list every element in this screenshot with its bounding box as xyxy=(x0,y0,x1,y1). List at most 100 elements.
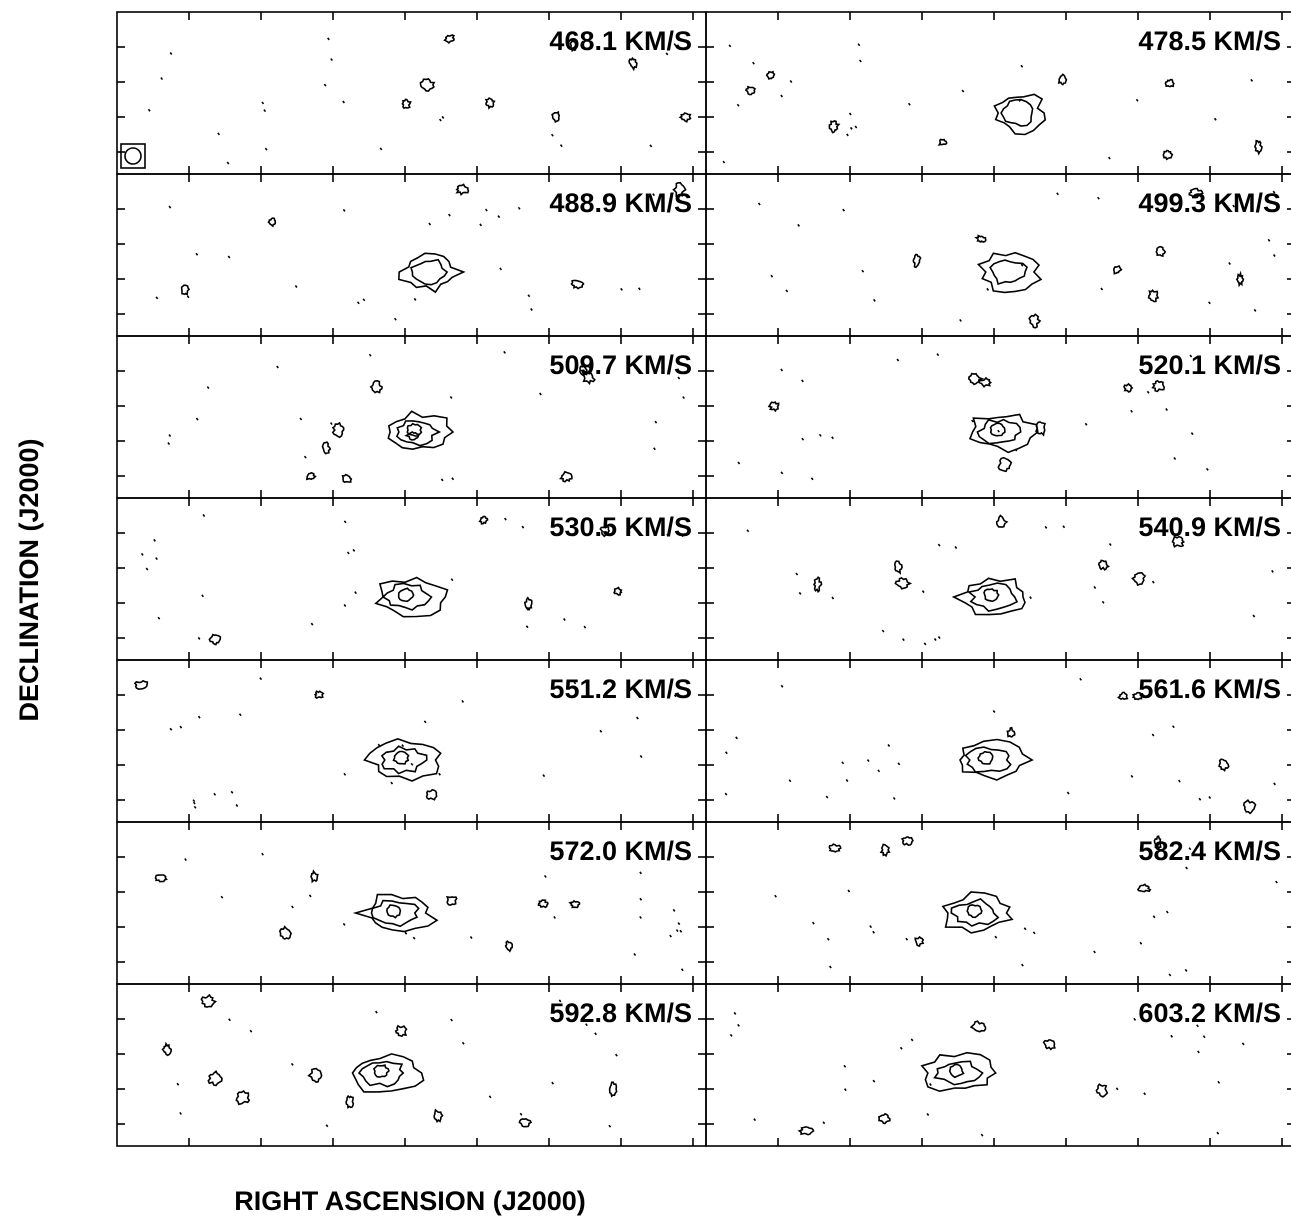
speck xyxy=(923,642,927,646)
speck xyxy=(550,133,554,137)
speck xyxy=(959,318,962,322)
speck xyxy=(169,52,173,56)
speck xyxy=(428,222,432,226)
speck xyxy=(519,1112,523,1116)
contour xyxy=(569,40,578,53)
speck xyxy=(1139,941,1143,945)
speck xyxy=(303,455,307,459)
speck xyxy=(1217,1080,1221,1084)
contour xyxy=(278,925,293,940)
speck xyxy=(1101,600,1105,604)
speck xyxy=(780,684,784,688)
speck xyxy=(329,422,333,426)
speck xyxy=(1189,354,1193,358)
contour xyxy=(1131,691,1143,701)
contour xyxy=(1097,559,1111,571)
speck xyxy=(195,252,199,256)
speck xyxy=(733,1011,737,1015)
speck xyxy=(907,102,911,106)
channel-label: 572.0 KM/S xyxy=(549,836,692,866)
speck xyxy=(729,1033,733,1037)
speck xyxy=(230,790,234,794)
speck xyxy=(503,350,506,354)
contour xyxy=(386,904,402,919)
contour xyxy=(966,904,983,919)
contour xyxy=(937,138,948,146)
speck xyxy=(192,799,196,803)
speck xyxy=(1188,847,1192,851)
speck xyxy=(902,638,905,642)
contour xyxy=(425,788,438,801)
speck xyxy=(375,1010,378,1014)
speck xyxy=(910,1038,914,1042)
speck xyxy=(869,925,873,929)
speck xyxy=(1100,287,1104,291)
speck xyxy=(1165,408,1168,412)
channel-label: 540.9 KM/S xyxy=(1138,512,1281,542)
speck xyxy=(653,447,656,451)
contour xyxy=(828,843,842,853)
speck xyxy=(954,545,958,549)
speck xyxy=(1097,196,1100,200)
speck xyxy=(637,287,641,291)
speck xyxy=(1208,796,1212,800)
contour xyxy=(504,940,513,953)
speck xyxy=(1093,586,1097,589)
contour xyxy=(912,253,922,269)
contour xyxy=(933,1060,984,1086)
speck xyxy=(1228,262,1231,266)
speck xyxy=(905,937,909,941)
speck xyxy=(736,103,740,107)
speck xyxy=(261,852,264,856)
contour xyxy=(1028,313,1042,329)
panel: 592.8 KM/S xyxy=(116,983,707,1147)
speck xyxy=(423,720,427,724)
speck xyxy=(1130,774,1134,778)
speck xyxy=(677,922,681,926)
contour xyxy=(1235,270,1245,288)
speck xyxy=(899,1046,903,1050)
speck xyxy=(877,769,881,773)
speck xyxy=(728,44,732,48)
contour xyxy=(1057,73,1068,86)
speck xyxy=(1093,950,1096,954)
speck xyxy=(527,294,531,298)
speck xyxy=(675,929,679,933)
contour xyxy=(1242,799,1257,815)
speck xyxy=(195,417,199,421)
panel: 499.3 KM/S xyxy=(705,173,1291,337)
speck xyxy=(937,636,941,639)
channel-label: 488.9 KM/S xyxy=(549,188,692,218)
speck xyxy=(825,795,829,799)
speck xyxy=(971,419,974,423)
speck xyxy=(818,433,822,437)
speck xyxy=(155,296,159,300)
speck xyxy=(843,1064,847,1068)
speck xyxy=(543,874,547,878)
speck xyxy=(553,915,557,919)
contour xyxy=(578,365,588,377)
contour xyxy=(608,1081,618,1098)
speck xyxy=(438,118,442,122)
speck xyxy=(639,754,643,758)
speck xyxy=(186,295,190,299)
speck xyxy=(238,713,242,717)
speck xyxy=(725,751,728,755)
contour xyxy=(745,85,757,96)
speck xyxy=(811,921,815,925)
speck xyxy=(633,953,637,957)
contour xyxy=(894,576,913,590)
contour xyxy=(976,251,1043,294)
panel: 603.2 KM/S xyxy=(705,983,1291,1147)
speck xyxy=(488,1095,492,1099)
speck xyxy=(1084,422,1088,426)
speck xyxy=(1271,569,1274,573)
speck xyxy=(1079,677,1082,681)
contour xyxy=(397,587,415,603)
speck xyxy=(857,43,861,47)
speck xyxy=(929,1082,932,1086)
contour xyxy=(828,120,841,134)
contour xyxy=(1147,289,1160,303)
contour xyxy=(443,34,456,45)
speck xyxy=(652,193,655,197)
